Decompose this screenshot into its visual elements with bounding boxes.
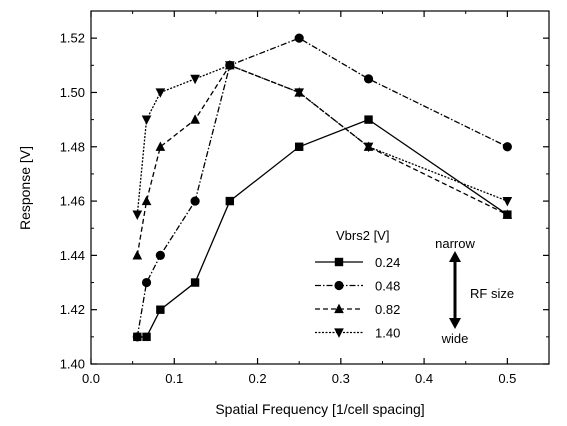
legend-marker — [334, 303, 344, 314]
data-point — [190, 278, 200, 287]
x-tick-label: 0.2 — [249, 371, 267, 386]
legend-items: 0.24 0.48 0.82 1.40 — [315, 255, 400, 341]
rf-size-annotation: narrow RF size wide — [435, 236, 514, 346]
data-point — [132, 250, 143, 260]
series-line — [136, 64, 508, 215]
series-line — [136, 64, 508, 256]
x-tick-label: 0.3 — [332, 371, 350, 386]
legend-label: 0.24 — [375, 255, 400, 270]
x-tick-label: 0.4 — [415, 371, 433, 386]
data-point — [155, 141, 166, 151]
series-layer — [132, 33, 513, 342]
y-tick-label: 1.46 — [60, 194, 85, 209]
data-point — [132, 210, 143, 220]
data-point — [156, 305, 165, 314]
legend-marker — [334, 257, 344, 267]
y-tick-label: 1.44 — [60, 248, 85, 263]
x-tick-label: 0.0 — [82, 371, 100, 386]
legend-label: 1.40 — [375, 326, 400, 341]
data-point — [141, 115, 152, 125]
annotation-wide: wide — [441, 331, 469, 346]
arrow-up-head-icon — [449, 251, 461, 262]
data-point — [364, 115, 373, 124]
data-point — [363, 74, 374, 84]
annotation-rf-size: RF size — [470, 286, 514, 301]
data-point — [502, 209, 513, 219]
data-point — [294, 33, 304, 43]
x-tick-label: 0.1 — [165, 371, 183, 386]
legend-label: 0.82 — [375, 302, 400, 317]
series-line — [137, 118, 508, 338]
data-point — [141, 277, 152, 288]
series-0-82 — [132, 59, 513, 260]
series-1-40 — [132, 61, 513, 220]
legend-label: 0.48 — [375, 279, 400, 294]
y-axis: 1.40 1.42 1.44 1.46 1.48 1.50 1.52 — [60, 10, 549, 372]
data-point — [155, 250, 165, 260]
data-point — [190, 196, 200, 206]
data-point — [190, 114, 200, 124]
legend-title: Vbrs2 [V] — [336, 228, 389, 243]
legend-marker — [334, 280, 344, 291]
data-point — [142, 332, 151, 342]
x-tick-label: 0.5 — [498, 371, 516, 386]
data-point — [502, 196, 513, 207]
x-axis-label: Spatial Frequency [1/cell spacing] — [215, 401, 424, 417]
y-axis-label: Response [V] — [17, 146, 33, 230]
data-point — [224, 61, 235, 71]
legend: Vbrs2 [V] 0.24 0.48 0.82 1.40 — [315, 228, 400, 341]
x-axis: 0.0 0.1 0.2 0.3 0.4 0.5 — [82, 11, 516, 386]
data-point — [190, 74, 200, 85]
y-tick-label: 1.40 — [60, 357, 85, 372]
plot-area-frame — [90, 10, 550, 365]
data-point — [294, 88, 305, 98]
data-point — [155, 88, 166, 98]
legend-marker — [334, 328, 344, 338]
data-point — [502, 142, 512, 152]
y-tick-label: 1.48 — [60, 139, 85, 154]
y-tick-label: 1.50 — [60, 85, 85, 100]
data-point — [225, 196, 235, 206]
arrow-down-head-icon — [449, 318, 461, 329]
y-tick-label: 1.52 — [60, 31, 85, 46]
data-point — [363, 142, 374, 153]
series-line — [136, 37, 508, 337]
data-point — [141, 195, 152, 206]
y-tick-label: 1.42 — [60, 302, 85, 317]
data-point — [132, 332, 142, 342]
annotation-narrow: narrow — [435, 236, 475, 251]
data-point — [294, 142, 304, 151]
